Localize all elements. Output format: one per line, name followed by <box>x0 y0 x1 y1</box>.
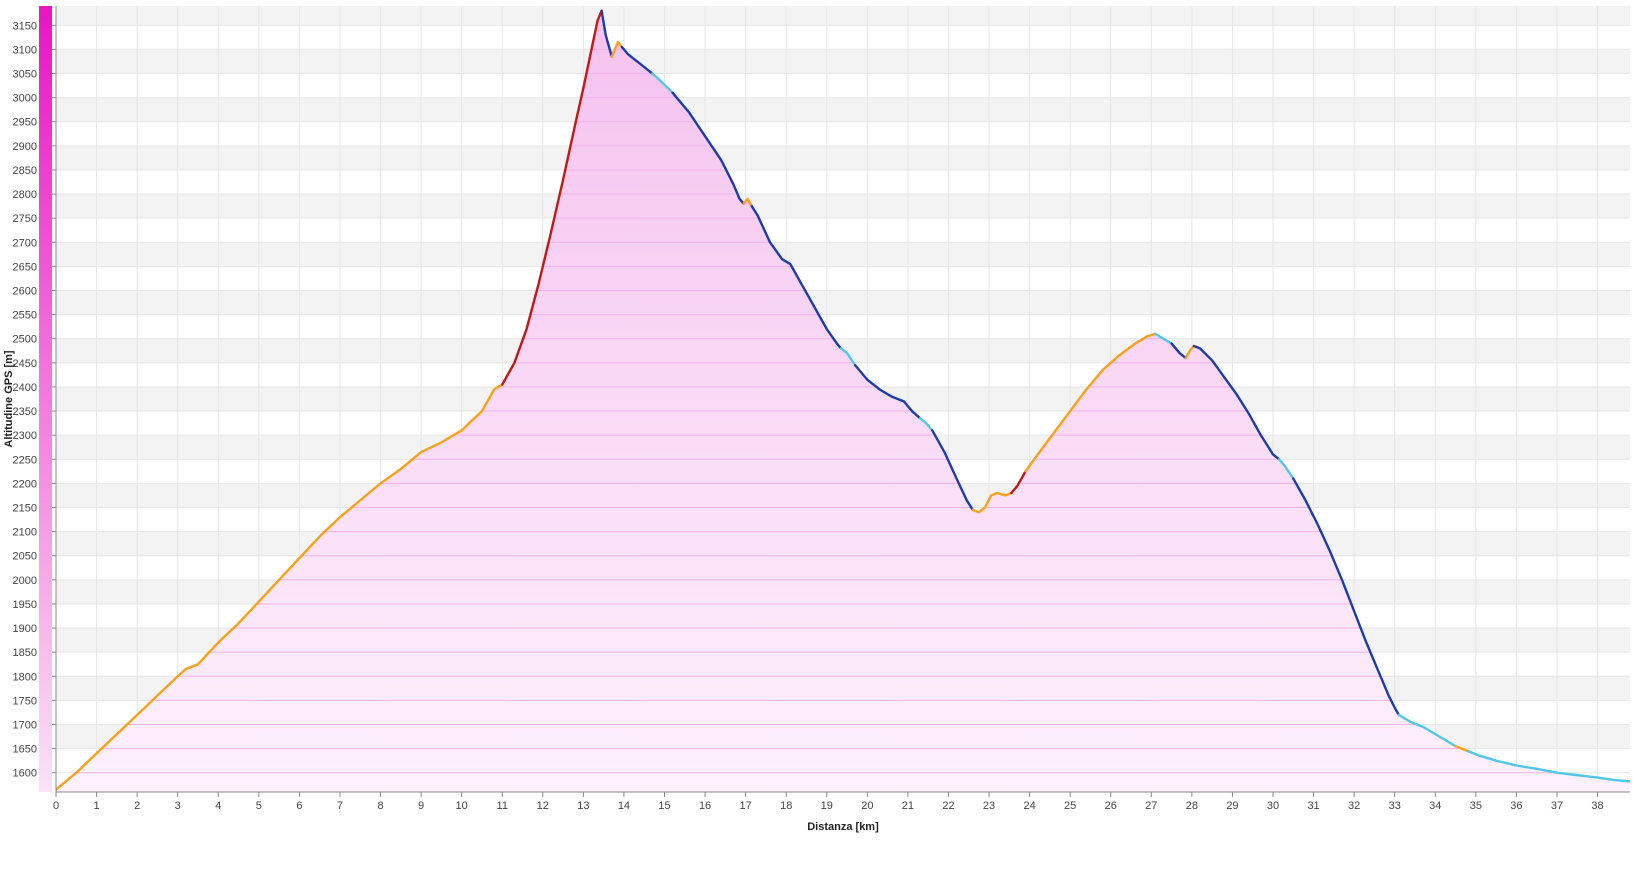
svg-text:37: 37 <box>1551 800 1563 812</box>
svg-text:25: 25 <box>1064 800 1076 812</box>
svg-text:2750: 2750 <box>13 213 37 225</box>
svg-text:7: 7 <box>337 800 343 812</box>
svg-text:1750: 1750 <box>13 695 37 707</box>
svg-text:2400: 2400 <box>13 382 37 394</box>
svg-text:17: 17 <box>740 800 752 812</box>
svg-text:2500: 2500 <box>13 334 37 346</box>
elevation-chart: 0123456789101112131415161718192021222324… <box>0 0 1638 877</box>
y-axis-label: Altitudine GPS [m] <box>3 350 15 448</box>
svg-text:2300: 2300 <box>13 430 37 442</box>
svg-text:13: 13 <box>577 800 589 812</box>
svg-text:2150: 2150 <box>13 502 37 514</box>
chart-svg: 0123456789101112131415161718192021222324… <box>0 0 1638 877</box>
svg-text:9: 9 <box>418 800 424 812</box>
svg-text:2550: 2550 <box>13 310 37 322</box>
svg-text:15: 15 <box>658 800 670 812</box>
svg-text:2350: 2350 <box>13 406 37 418</box>
svg-text:3000: 3000 <box>13 93 37 105</box>
svg-text:2900: 2900 <box>13 141 37 153</box>
svg-text:16: 16 <box>699 800 711 812</box>
svg-text:2200: 2200 <box>13 478 37 490</box>
svg-text:19: 19 <box>821 800 833 812</box>
svg-text:20: 20 <box>861 800 873 812</box>
svg-text:1: 1 <box>94 800 100 812</box>
svg-text:3: 3 <box>175 800 181 812</box>
svg-text:4: 4 <box>215 800 221 812</box>
svg-text:35: 35 <box>1470 800 1482 812</box>
svg-text:28: 28 <box>1186 800 1198 812</box>
svg-text:1850: 1850 <box>13 647 37 659</box>
svg-text:5: 5 <box>256 800 262 812</box>
svg-text:18: 18 <box>780 800 792 812</box>
svg-text:1600: 1600 <box>13 768 37 780</box>
svg-text:12: 12 <box>537 800 549 812</box>
svg-text:10: 10 <box>456 800 468 812</box>
svg-text:6: 6 <box>296 800 302 812</box>
svg-text:27: 27 <box>1145 800 1157 812</box>
svg-text:2250: 2250 <box>13 454 37 466</box>
svg-text:8: 8 <box>377 800 383 812</box>
svg-text:2950: 2950 <box>13 117 37 129</box>
svg-text:26: 26 <box>1105 800 1117 812</box>
svg-text:2050: 2050 <box>13 551 37 563</box>
svg-text:3100: 3100 <box>13 44 37 56</box>
svg-text:1700: 1700 <box>13 719 37 731</box>
svg-text:2850: 2850 <box>13 165 37 177</box>
svg-text:2: 2 <box>134 800 140 812</box>
svg-text:3150: 3150 <box>13 20 37 32</box>
svg-text:22: 22 <box>942 800 954 812</box>
svg-text:30: 30 <box>1267 800 1279 812</box>
svg-text:36: 36 <box>1510 800 1522 812</box>
x-axis-label: Distanza [km] <box>807 821 879 833</box>
svg-text:33: 33 <box>1389 800 1401 812</box>
svg-text:11: 11 <box>497 800 508 812</box>
svg-text:31: 31 <box>1307 800 1319 812</box>
svg-text:1650: 1650 <box>13 744 37 756</box>
svg-text:2000: 2000 <box>13 575 37 587</box>
svg-text:32: 32 <box>1348 800 1360 812</box>
svg-text:23: 23 <box>983 800 995 812</box>
svg-text:34: 34 <box>1429 800 1441 812</box>
svg-text:29: 29 <box>1226 800 1238 812</box>
svg-text:21: 21 <box>902 800 914 812</box>
svg-text:2800: 2800 <box>13 189 37 201</box>
svg-text:24: 24 <box>1023 800 1035 812</box>
svg-text:3050: 3050 <box>13 69 37 81</box>
svg-text:2450: 2450 <box>13 358 37 370</box>
svg-text:2600: 2600 <box>13 286 37 298</box>
svg-text:2650: 2650 <box>13 261 37 273</box>
svg-text:1800: 1800 <box>13 671 37 683</box>
svg-text:1950: 1950 <box>13 599 37 611</box>
svg-text:2100: 2100 <box>13 527 37 539</box>
svg-text:0: 0 <box>53 800 59 812</box>
svg-text:14: 14 <box>618 800 630 812</box>
svg-text:38: 38 <box>1591 800 1603 812</box>
svg-text:1900: 1900 <box>13 623 37 635</box>
svg-text:2700: 2700 <box>13 237 37 249</box>
